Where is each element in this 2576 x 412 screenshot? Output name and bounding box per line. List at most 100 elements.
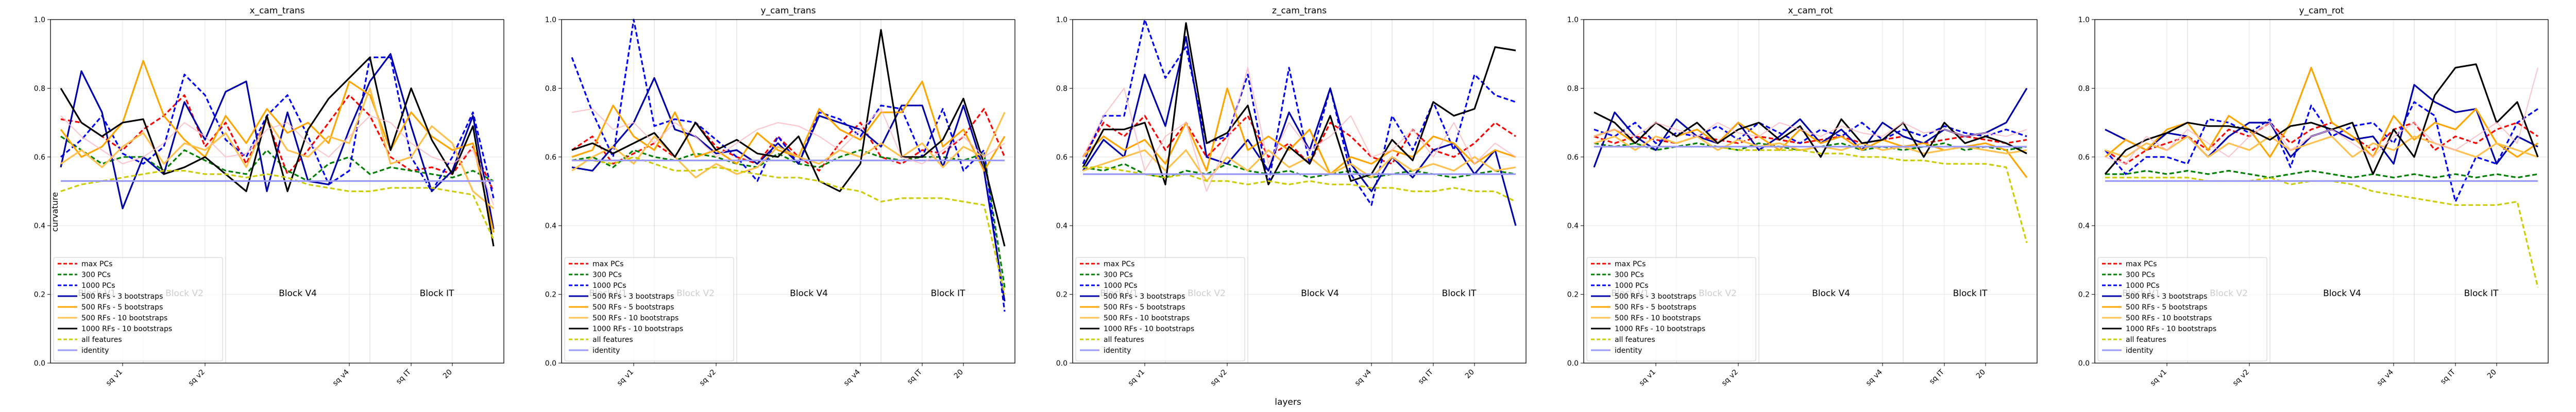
legend-label: all features — [1615, 336, 1655, 344]
y-tick-label: 0.6 — [34, 153, 45, 162]
block-label: Block IT — [420, 288, 454, 299]
plot-frame — [1072, 19, 1527, 364]
y-tick-label: 0.6 — [1056, 153, 1067, 162]
plot-frame — [561, 19, 1015, 364]
y-tick-label: 0.8 — [2078, 84, 2090, 93]
legend-label: 300 PCs — [1615, 271, 1644, 279]
legend-label: max PCs — [2126, 260, 2157, 268]
plot-frame — [1583, 19, 2038, 364]
legend-label: 1000 RFs - 10 bootstraps — [1615, 325, 1705, 333]
chart-title: y_cam_rot — [2299, 6, 2344, 16]
y-tick-label: 0.4 — [545, 222, 556, 230]
legend-label: 300 PCs — [1104, 271, 1133, 279]
figure-xlabel: layers — [1275, 397, 1301, 407]
series-line-500-rfs-10-bootstraps — [1082, 149, 1516, 182]
y-tick-label: 0.8 — [1056, 84, 1067, 93]
series-line-500-rfs-10-bootstraps — [60, 87, 495, 210]
legend-label: 500 RFs - 10 bootstraps — [81, 314, 167, 322]
legend-label: 300 PCs — [2126, 271, 2155, 279]
legend-label: 1000 RFs - 10 bootstraps — [81, 325, 172, 333]
legend-label: 500 RFs - 10 bootstraps — [1104, 314, 1190, 322]
series-line-unlabeled — [1082, 67, 1516, 192]
y-tick-label: 1.0 — [545, 16, 556, 24]
y-tick-label: 0.2 — [2078, 291, 2090, 299]
y-tick-label: 0.0 — [1567, 359, 1579, 368]
legend-label: max PCs — [1615, 260, 1646, 268]
series-line-max-pcs — [1594, 135, 2027, 144]
y-tick-label: 0.2 — [1567, 291, 1579, 299]
legend-label: 500 RFs - 5 bootstraps — [592, 303, 674, 312]
block-label: Block IT — [931, 288, 965, 299]
y-tick-label: 0.8 — [1567, 84, 1579, 93]
series-line-1000-rfs-10-bootstraps — [60, 56, 495, 247]
legend-box — [564, 257, 734, 362]
series-line-500-rfs-3-bootstraps — [1082, 36, 1517, 226]
series-line-1000-pcs — [571, 19, 1006, 312]
y-tick-label: 0.4 — [2078, 222, 2090, 230]
series-line-500-rfs-5-bootstraps — [60, 60, 495, 233]
legend-label: 1000 RFs - 10 bootstraps — [592, 325, 683, 333]
y-tick-label: 0.4 — [1567, 222, 1579, 230]
legend-box — [2097, 257, 2267, 362]
legend-label: 1000 RFs - 10 bootstraps — [1104, 325, 1194, 333]
legend-label: max PCs — [592, 260, 623, 268]
legend-label: all features — [2126, 336, 2166, 344]
legend: max PCs 300 PCs 1000 PCs 500 RFs - 3 bootst… — [1075, 257, 1245, 362]
series-line-500-rfs-10-bootstraps — [1594, 135, 2027, 154]
legend-label: 500 RFs - 5 bootstraps — [1104, 303, 1185, 312]
legend-label: 1000 PCs — [1615, 282, 1649, 290]
legend-box — [53, 257, 223, 362]
legend-label: 500 RFs - 3 bootstraps — [1104, 293, 1185, 301]
chart-title: x_cam_trans — [249, 6, 304, 16]
block-label: Block IT — [1442, 288, 1477, 299]
legend-label: 500 RFs - 3 bootstraps — [2126, 293, 2207, 301]
legend-label: all features — [592, 336, 633, 344]
y-tick-label: 0.6 — [2078, 153, 2090, 162]
series-line-1000-pcs — [2104, 101, 2538, 203]
series-line-1000-rfs-10-bootstraps — [2104, 63, 2539, 175]
y-tick-label: 0.0 — [545, 359, 556, 368]
legend-label: 1000 PCs — [2126, 282, 2160, 290]
y-tick-label: 1.0 — [34, 16, 45, 24]
y-tick-label: 0.6 — [545, 153, 556, 162]
legend-label: 500 RFs - 5 bootstraps — [81, 303, 163, 312]
y-tick-label: 0.8 — [34, 84, 45, 93]
series-line-unlabeled — [571, 108, 1005, 165]
series-line-500-rfs-10-bootstraps — [2105, 135, 2538, 158]
series-line-500-rfs-5-bootstraps — [2104, 66, 2538, 158]
legend-label: identity — [592, 347, 620, 355]
block-label: Block V4 — [2323, 288, 2361, 299]
legend-label: 1000 PCs — [81, 282, 115, 290]
legend-box — [1075, 257, 1245, 362]
legend-label: max PCs — [1104, 260, 1134, 268]
legend-label: identity — [2126, 347, 2153, 355]
legend-label: 500 RFs - 10 bootstraps — [592, 314, 679, 322]
legend: max PCs 300 PCs 1000 PCs 500 RFs - 3 bootst… — [1586, 257, 1756, 362]
chart-title: y_cam_trans — [760, 6, 816, 16]
block-label: Block V4 — [279, 288, 317, 299]
legend-label: 500 RFs - 3 bootstraps — [1615, 293, 1696, 301]
legend-label: identity — [1615, 347, 1642, 355]
legend: max PCs 300 PCs 1000 PCs 500 RFs - 3 bootst… — [564, 257, 734, 362]
legend-label: 1000 RFs - 10 bootstraps — [2126, 325, 2216, 333]
legend-label: 300 PCs — [81, 271, 111, 279]
legend-label: identity — [1104, 347, 1131, 355]
legend: max PCs 300 PCs 1000 PCs 500 RFs - 3 bootst… — [2097, 257, 2267, 362]
legend-label: 500 RFs - 10 bootstraps — [2126, 314, 2212, 322]
series-line-1000-pcs — [60, 56, 495, 199]
chart-title: x_cam_rot — [1788, 6, 1833, 16]
legend: max PCs 300 PCs 1000 PCs 500 RFs - 3 bootst… — [53, 257, 223, 362]
block-label: Block V4 — [1812, 288, 1850, 299]
y-tick-label: 1.0 — [2078, 16, 2090, 24]
y-tick-label: 0.2 — [34, 291, 45, 299]
y-tick-label: 0.2 — [1056, 291, 1067, 299]
series-line-1000-rfs-10-bootstraps — [571, 29, 1006, 247]
y-tick-label: 0.0 — [2078, 359, 2090, 368]
y-tick-label: 0.8 — [545, 84, 556, 93]
legend-label: 500 RFs - 10 bootstraps — [1615, 314, 1701, 322]
plot-frame — [50, 19, 504, 364]
block-label: Block IT — [2464, 288, 2499, 299]
series-line-1000-pcs — [1082, 19, 1516, 206]
